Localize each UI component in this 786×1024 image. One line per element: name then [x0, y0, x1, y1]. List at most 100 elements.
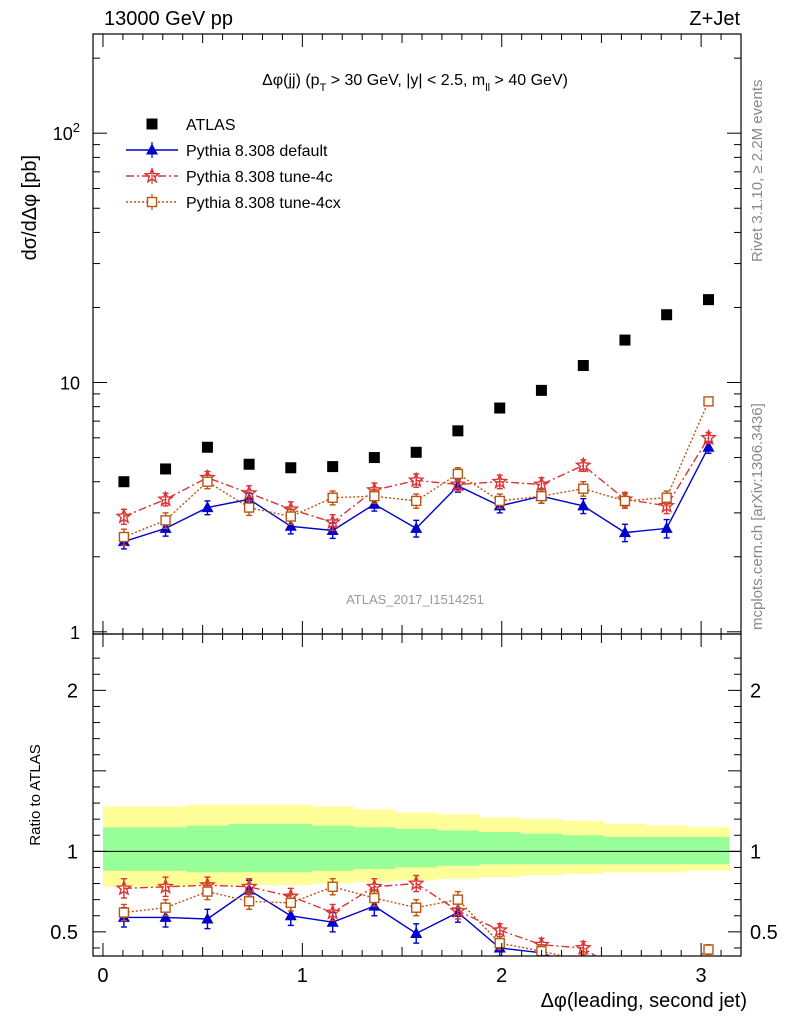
data-point — [536, 490, 547, 502]
rivet-label: Rivet 3.1.10, ≥ 2.2M events — [749, 80, 766, 263]
series-line — [123, 882, 597, 956]
data-point — [619, 974, 631, 985]
data-point — [619, 334, 631, 346]
data-point — [285, 462, 297, 474]
main-panel — [115, 294, 718, 550]
data-point — [285, 897, 296, 909]
data-point — [118, 476, 130, 488]
x-tick-label: 2 — [496, 965, 507, 987]
series-data — [118, 294, 715, 488]
legend-marker — [143, 167, 161, 184]
data-point — [703, 294, 715, 306]
header-right: Z+Jet — [689, 8, 740, 30]
data-point — [577, 360, 589, 372]
data-point — [157, 877, 175, 894]
series-tune4cx — [118, 878, 714, 985]
y-tick-label: 1 — [70, 623, 80, 643]
legend: ATLAS Pythia 8.308 default Pythia 8.308 tu… — [126, 117, 341, 212]
data-point — [115, 879, 133, 896]
ratio-ylabel: Ratio to ATLAS — [27, 744, 44, 845]
data-point — [157, 490, 175, 507]
legend-label: ATLAS — [186, 117, 236, 134]
data-point — [578, 483, 589, 494]
series-line — [123, 401, 710, 538]
data-point — [410, 926, 423, 938]
data-point — [410, 521, 423, 533]
data-point — [327, 461, 339, 473]
data-point — [578, 955, 589, 956]
data-point — [407, 471, 425, 488]
legend-label: Pythia 8.308 default — [186, 143, 328, 160]
x-tick-label: 1 — [297, 965, 308, 987]
data-point — [494, 937, 505, 949]
ratio-y-tick-label: 0.5 — [50, 922, 78, 944]
ratio-y-tick-label: 2 — [67, 680, 78, 702]
data-point — [494, 402, 506, 414]
data-point — [452, 425, 464, 437]
data-point — [324, 903, 342, 920]
data-point — [452, 894, 464, 905]
legend-marker — [146, 196, 158, 208]
data-point — [284, 909, 297, 921]
series-line — [123, 886, 709, 956]
data-point — [411, 495, 422, 507]
data-point — [410, 446, 422, 458]
legend-entry-tune4cx: Pythia 8.308 tune-4cx — [126, 194, 341, 212]
data-point — [620, 971, 629, 980]
data-point — [240, 484, 258, 501]
data-point — [662, 976, 671, 985]
uncertainty-band-inner — [103, 824, 730, 873]
mcplots-label: mcplots.cern.ch [arXiv:1306.3436] — [749, 403, 766, 630]
x-tick-label: 3 — [696, 965, 707, 987]
data-point — [661, 492, 672, 503]
data-point — [703, 944, 714, 955]
data-point — [202, 886, 213, 897]
data-point — [369, 490, 380, 502]
legend-entry-tune4c: Pythia 8.308 tune-4c — [126, 167, 333, 186]
data-point — [661, 309, 673, 321]
data-point — [577, 499, 590, 511]
ratio-y-tick-label-right: 2 — [750, 680, 761, 702]
data-point — [494, 495, 505, 507]
data-point — [240, 877, 258, 894]
data-point — [115, 507, 133, 524]
data-point — [160, 463, 172, 475]
x-tick-label: 0 — [97, 965, 108, 987]
data-point — [660, 521, 673, 533]
series-tune4cx — [118, 396, 714, 547]
legend-marker — [146, 143, 158, 155]
plot-title: Δφ(jj) (pT > 30 GeV, |y| < 2.5, mll > 40… — [262, 72, 568, 94]
data-point — [243, 458, 255, 470]
y-tick-label: 10 — [60, 374, 80, 394]
ratio-y-tick-label: 1 — [67, 841, 78, 863]
data-point — [574, 456, 592, 473]
data-point — [243, 896, 255, 907]
ratio-panel — [93, 804, 741, 986]
ratio-y-tick-label-right: 0.5 — [750, 922, 778, 944]
data-point — [660, 973, 673, 986]
data-point — [491, 472, 509, 490]
legend-entry-data: ATLAS — [146, 117, 236, 134]
main-ylabel: dσ/dΔφ [pb] — [19, 155, 41, 260]
data-point — [449, 475, 467, 492]
data-point — [658, 496, 676, 514]
data-point — [703, 396, 714, 407]
data-point — [160, 515, 171, 526]
data-point — [201, 501, 214, 513]
data-point — [160, 902, 171, 913]
data-point — [661, 974, 673, 985]
data-point — [411, 902, 422, 913]
header-left: 13000 GeV pp — [104, 8, 233, 30]
data-point — [243, 502, 255, 513]
data-point — [532, 475, 550, 492]
legend-label: Pythia 8.308 tune-4cx — [186, 195, 341, 212]
data-point — [618, 526, 631, 538]
data-point — [574, 939, 592, 956]
y-tick-label: 102 — [53, 120, 80, 144]
legend-entry-default: Pythia 8.308 default — [126, 142, 328, 160]
data-point — [284, 519, 297, 531]
x-axis-label: Δφ(leading, second jet) — [541, 990, 747, 1012]
data-point — [327, 881, 338, 892]
data-point — [118, 907, 130, 918]
data-point — [369, 892, 380, 904]
